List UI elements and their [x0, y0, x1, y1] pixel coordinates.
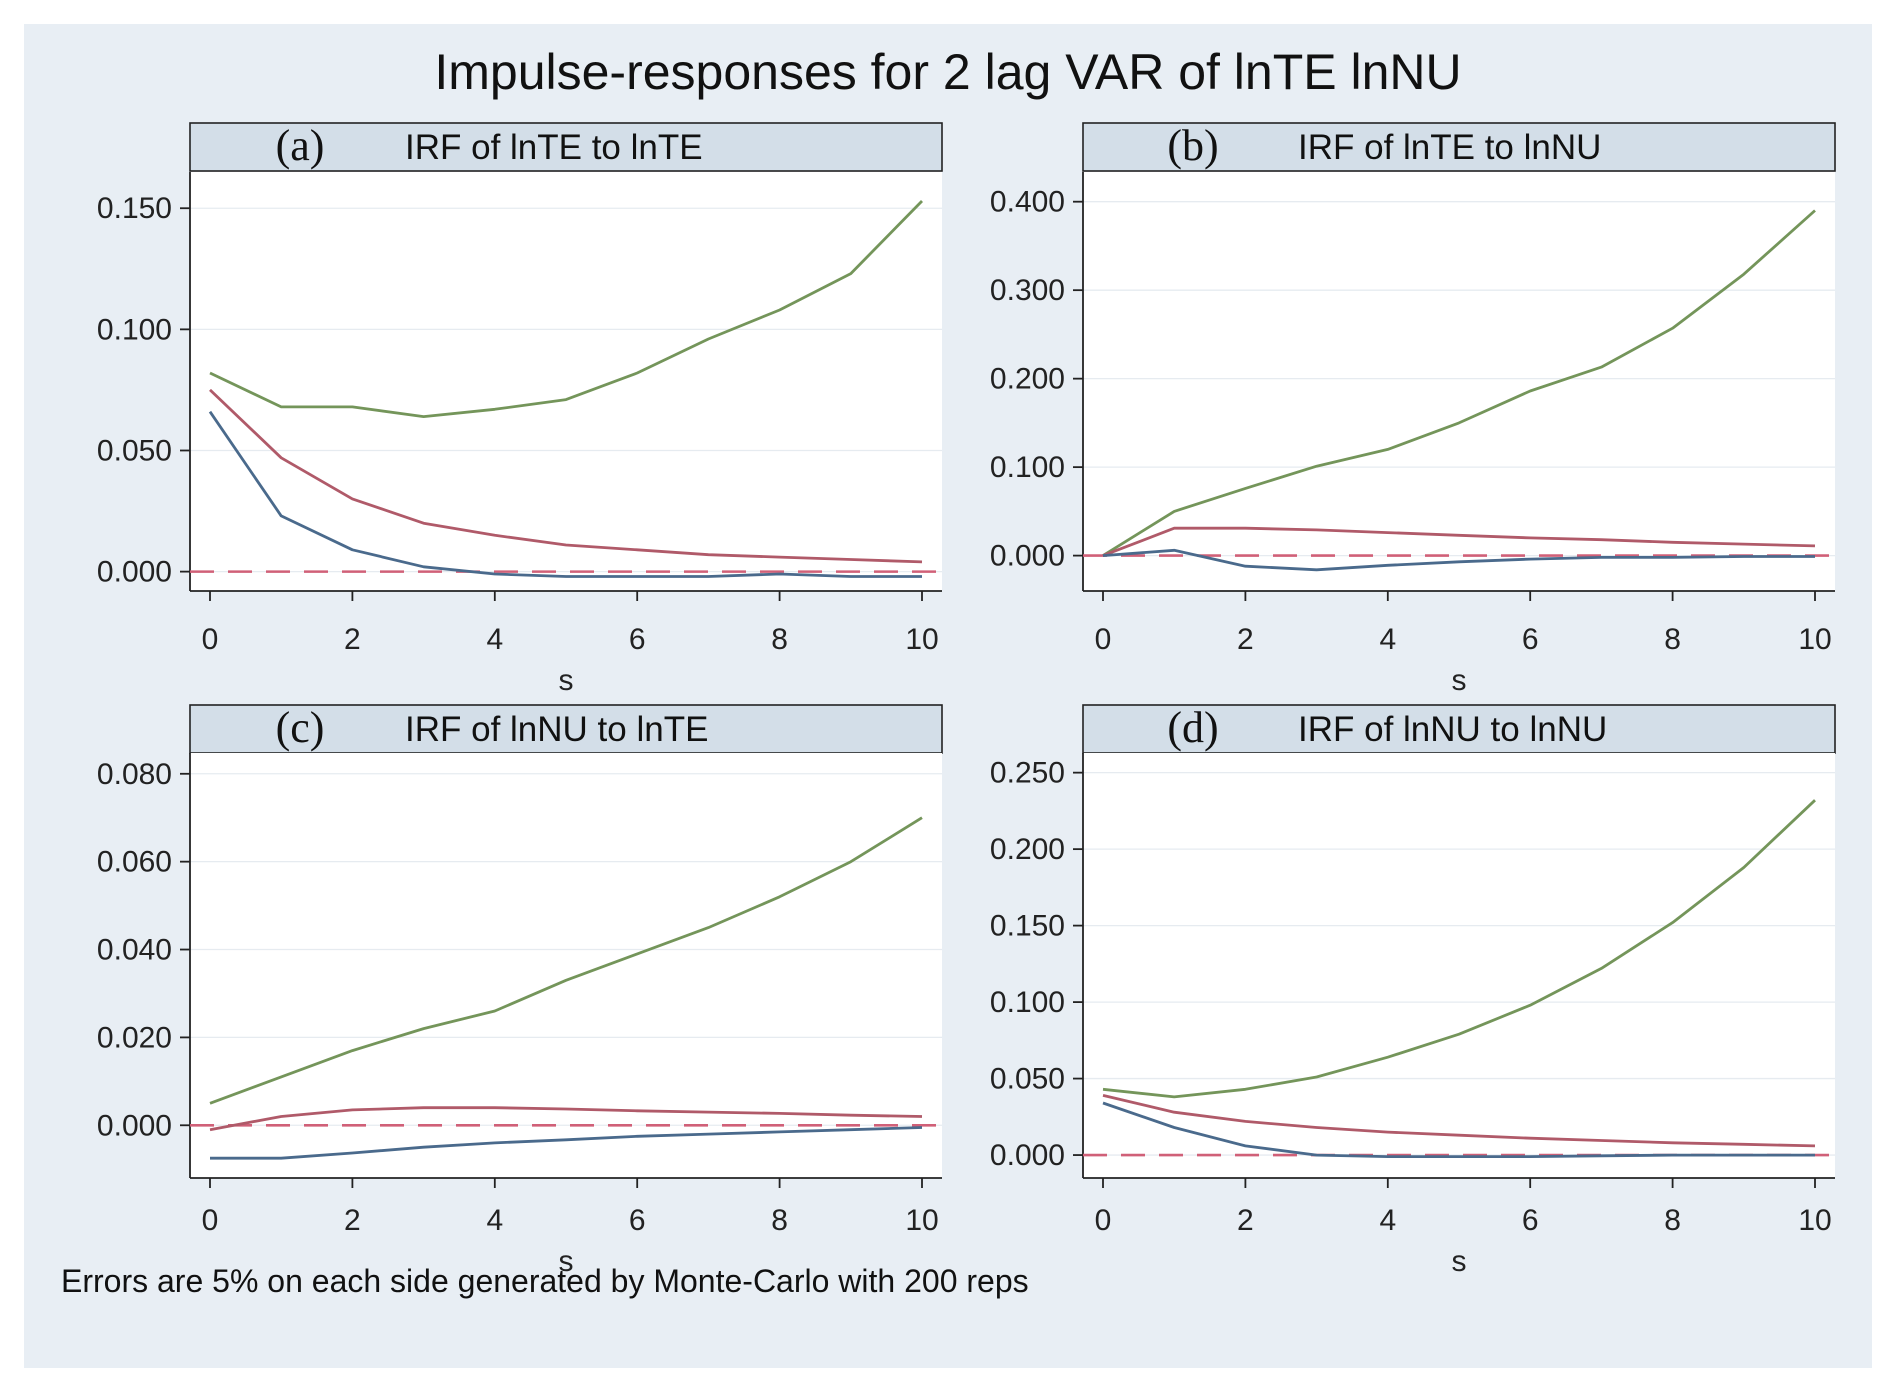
x-tick-label: 6 — [629, 1204, 646, 1237]
y-tick-label: 0.200 — [990, 833, 1065, 866]
x-tick-label: 8 — [771, 623, 788, 656]
x-tick-label: 2 — [1237, 623, 1254, 656]
panel-c: (c) IRF of lnNU to lnTE 0.000 0.020 0.040 0.0… — [97, 703, 943, 1278]
x-tick-label: 10 — [1798, 623, 1831, 656]
series-line-irf — [1102, 526, 1816, 557]
plot-area — [1083, 172, 1835, 591]
panel-letter: (c) — [276, 703, 325, 752]
y-tick-label: 0.050 — [97, 434, 172, 467]
figure-title: Impulse-responses for 2 lag VAR of lnTE … — [434, 44, 1461, 100]
y-tick-label: 0.000 — [990, 540, 1065, 573]
panel-letter: (b) — [1167, 121, 1218, 170]
x-axis-label: s — [1452, 664, 1467, 697]
panel-letter: (d) — [1167, 703, 1218, 752]
x-tick-label: 4 — [1379, 1204, 1396, 1237]
x-axis-label: s — [559, 664, 574, 697]
panels: (a) IRF of lnTE to lnTE 0.000 0.050 0.100 0.1… — [97, 121, 1836, 1278]
y-tick-label: 0.100 — [990, 986, 1065, 1019]
x-tick-label: 2 — [344, 623, 361, 656]
panel-b: (b) IRF of lnTE to lnNU 0.000 0.100 0.200 0.3… — [990, 121, 1836, 697]
x-tick-label: 2 — [1237, 1204, 1254, 1237]
series-line-upper — [209, 816, 923, 1105]
x-tick-label: 6 — [1522, 1204, 1539, 1237]
x-tick-label: 0 — [1095, 623, 1112, 656]
series-line-irf — [209, 1106, 923, 1132]
series-line-upper — [1102, 209, 1816, 557]
series-line-upper — [209, 200, 923, 419]
y-tick-label: 0.250 — [990, 757, 1065, 790]
panel-letter: (a) — [276, 121, 325, 170]
panel-d: (d) IRF of lnNU to lnNU 0.000 0.050 0.100 0.1… — [990, 703, 1836, 1278]
y-tick-label: 0.150 — [990, 910, 1065, 943]
series-line-irf — [1102, 1094, 1816, 1148]
x-tick-label: 4 — [486, 1204, 503, 1237]
panel-header — [1082, 122, 1836, 172]
figure-canvas: Impulse-responses for 2 lag VAR of lnTE … — [61, 44, 1836, 1299]
y-tick-label: 0.080 — [97, 758, 172, 791]
x-tick-label: 8 — [771, 1204, 788, 1237]
series-line-lower — [208, 410, 922, 578]
y-tick-label: 0.050 — [990, 1063, 1065, 1096]
panel-title: IRF of lnNU to lnTE — [405, 710, 708, 749]
y-tick-label: 0.100 — [97, 313, 172, 346]
series-line-upper — [1102, 799, 1816, 1099]
y-tick-label: 0.300 — [990, 274, 1065, 307]
panel-a: (a) IRF of lnTE to lnTE 0.000 0.050 0.100 0.1… — [97, 121, 943, 697]
panel-title: IRF of lnTE to lnNU — [1298, 128, 1601, 167]
y-tick-label: 0.000 — [97, 1109, 172, 1142]
series-line-lower — [210, 1126, 923, 1160]
plot-area — [190, 172, 942, 591]
x-tick-label: 0 — [202, 623, 219, 656]
y-tick-label: 0.150 — [97, 192, 172, 225]
y-tick-label: 0.400 — [990, 186, 1065, 219]
plot-area — [190, 753, 942, 1178]
y-tick-label: 0.020 — [97, 1021, 172, 1054]
x-tick-label: 4 — [1379, 623, 1396, 656]
series-line-lower — [1102, 1101, 1815, 1158]
y-tick-label: 0.000 — [97, 556, 172, 589]
x-tick-label: 2 — [344, 1204, 361, 1237]
panel-header — [1082, 704, 1836, 754]
x-tick-label: 8 — [1664, 1204, 1681, 1237]
y-tick-label: 0.000 — [990, 1139, 1065, 1172]
panel-title: IRF of lnNU to lnNU — [1298, 710, 1607, 749]
plot-area — [1083, 753, 1835, 1178]
y-tick-label: 0.200 — [990, 363, 1065, 396]
x-tick-label: 0 — [1095, 1204, 1112, 1237]
y-tick-label: 0.060 — [97, 846, 172, 879]
panel-title: IRF of lnTE to lnTE — [405, 128, 703, 167]
x-tick-label: 10 — [905, 623, 938, 656]
x-tick-label: 6 — [629, 623, 646, 656]
y-tick-label: 0.100 — [990, 451, 1065, 484]
panel-header — [189, 122, 943, 172]
series-line-irf — [209, 388, 923, 564]
figure-note: Errors are 5% on each side generated by … — [61, 1263, 1029, 1299]
x-tick-label: 4 — [486, 623, 503, 656]
y-tick-label: 0.040 — [97, 934, 172, 967]
x-axis-label: s — [1452, 1245, 1467, 1278]
x-axis-label: s — [559, 1245, 574, 1278]
x-tick-label: 8 — [1664, 623, 1681, 656]
x-tick-label: 10 — [905, 1204, 938, 1237]
x-tick-label: 10 — [1798, 1204, 1831, 1237]
panel-header — [189, 704, 943, 754]
x-tick-label: 0 — [202, 1204, 219, 1237]
x-tick-label: 6 — [1522, 623, 1539, 656]
figure: Impulse-responses for 2 lag VAR of lnTE … — [24, 24, 1872, 1368]
series-line-lower — [1102, 548, 1815, 572]
